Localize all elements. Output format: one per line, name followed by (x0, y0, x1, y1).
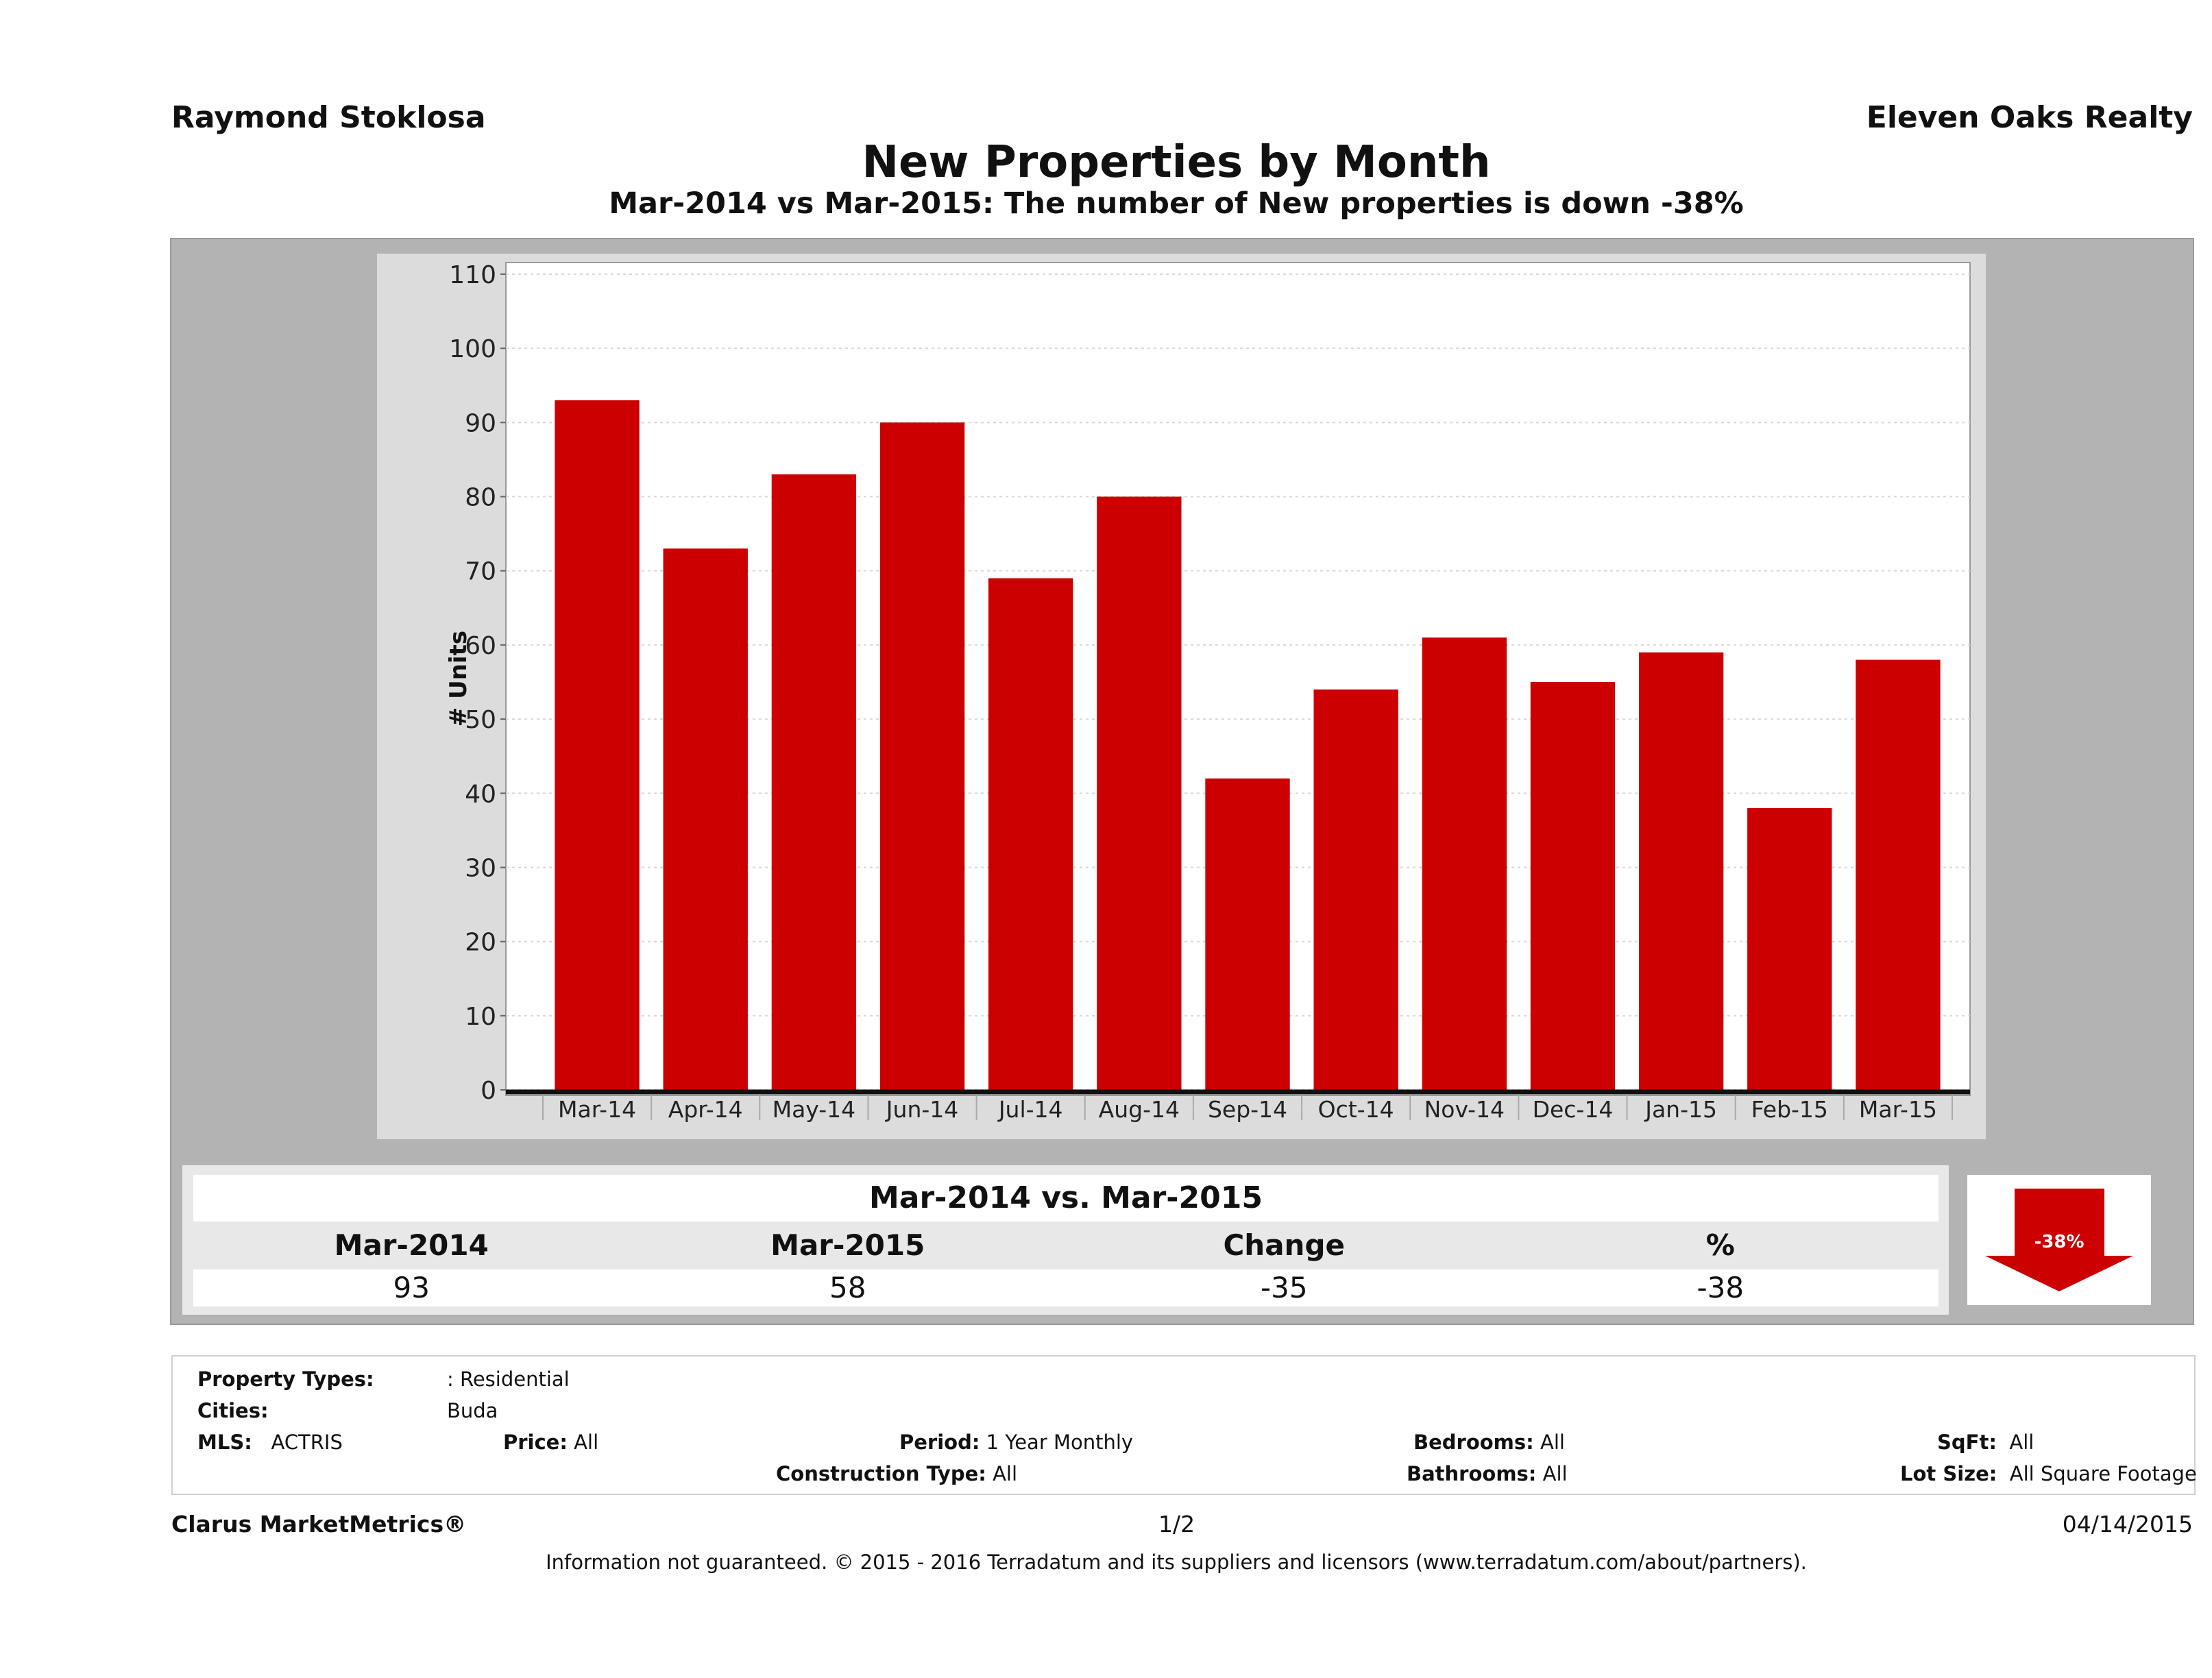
bar-chart: 0 10 20 30 40 50 60 70 80 90 100 110 Mar-14 Apr-14 Ma… (445, 261, 1971, 1123)
change-badge-text: -38% (2034, 1232, 2084, 1252)
x-tick-label: Mar-15 (1859, 1096, 1937, 1123)
summary-header: Change (1223, 1228, 1345, 1262)
summary-header: Mar-2015 (770, 1228, 925, 1262)
y-tick-label: 80 (465, 484, 496, 512)
bar (1638, 652, 1724, 1090)
bar (879, 422, 965, 1090)
x-tick-label: Jan-15 (1644, 1096, 1717, 1123)
x-tick-label: Oct-14 (1318, 1096, 1394, 1123)
y-tick-label: 50 (465, 706, 496, 734)
y-tick-label: 40 (465, 780, 496, 808)
x-tick-label: Nov-14 (1424, 1096, 1505, 1123)
bar (1530, 682, 1616, 1090)
y-tick-label: 20 (465, 929, 496, 957)
mls-filter: MLS: ACTRIS (197, 1431, 343, 1454)
cities-value: Buda (447, 1399, 498, 1422)
bar (1422, 637, 1507, 1090)
summary-value: -38 (1697, 1271, 1745, 1304)
period-filter: Period: 1 Year Monthly (899, 1431, 1134, 1454)
x-tick-label: Mar-14 (558, 1096, 636, 1123)
agent-name: Raymond Stoklosa (171, 100, 486, 135)
summary-title: Mar-2014 vs. Mar-2015 (193, 1175, 1938, 1221)
report-date: 04/14/2015 (2062, 1511, 2193, 1537)
bar (1856, 659, 1941, 1090)
y-tick-label: 70 (465, 558, 496, 586)
x-tick-label: Sep-14 (1208, 1096, 1287, 1123)
sqft-filter: SqFt: All (1937, 1431, 2034, 1454)
y-tick-label: 90 (465, 409, 496, 437)
summary-header: % (1705, 1228, 1735, 1262)
y-tick-label: 10 (465, 1003, 496, 1031)
report-title: New Properties by Month (862, 137, 1491, 188)
down-arrow-icon: -38% (1985, 1189, 2133, 1291)
construction-type-filter: Construction Type: All (776, 1462, 1018, 1485)
summary-header-row: Mar-2014 Mar-2015 Change % (193, 1223, 1938, 1268)
price-filter: Price: All (503, 1431, 599, 1454)
company-name: Eleven Oaks Realty (1866, 100, 2193, 135)
lot-size-filter: Lot Size: All Square Footage (1900, 1462, 2197, 1485)
summary-values-row: 93 58 -35 -38 (193, 1269, 1938, 1306)
change-badge: -38% (1967, 1175, 2151, 1305)
x-tick-label: Dec-14 (1533, 1096, 1614, 1123)
bar (1097, 496, 1182, 1090)
x-tick-label: Jul-14 (997, 1096, 1063, 1123)
bar (1205, 778, 1290, 1090)
filter-panel: Property Types: : Residential Cities: Bu… (171, 1355, 2197, 1495)
disclaimer: Information not guaranteed. © 2015 - 201… (546, 1551, 1807, 1574)
x-tick-label: Apr-14 (668, 1096, 743, 1123)
bedrooms-filter: Bedrooms: All (1413, 1431, 1565, 1454)
bar (663, 548, 748, 1090)
x-tick-label: May-14 (773, 1096, 856, 1123)
y-axis-label: # Units (445, 631, 472, 727)
x-tick-label: Aug-14 (1099, 1096, 1180, 1123)
bar (1313, 689, 1398, 1090)
y-tick-label: 100 (449, 335, 496, 363)
footer-brand: Clarus MarketMetrics® (171, 1511, 467, 1537)
bar (988, 578, 1073, 1090)
summary-value: 58 (829, 1271, 866, 1304)
report-subtitle: Mar-2014 vs Mar-2015: The number of New … (609, 186, 1744, 221)
bar (771, 474, 857, 1090)
y-tick-label: 110 (449, 261, 496, 289)
y-tick-label: 0 (481, 1077, 496, 1105)
bar (555, 400, 640, 1090)
bar (1747, 807, 1832, 1090)
summary-value: 93 (393, 1271, 430, 1304)
y-tick-label: 60 (465, 632, 496, 660)
bathrooms-filter: Bathrooms: All (1407, 1462, 1568, 1485)
y-tick-label: 30 (465, 854, 496, 882)
cities-label: Cities: (197, 1399, 269, 1422)
summary-header: Mar-2014 (334, 1228, 489, 1262)
property-types-label: Property Types: (197, 1367, 374, 1391)
page-number: 1/2 (1158, 1511, 1195, 1537)
x-tick-label: Feb-15 (1751, 1096, 1828, 1123)
x-tick-label: Jun-14 (885, 1096, 958, 1123)
property-types-value: : Residential (447, 1367, 570, 1391)
summary-value: -35 (1260, 1271, 1308, 1304)
